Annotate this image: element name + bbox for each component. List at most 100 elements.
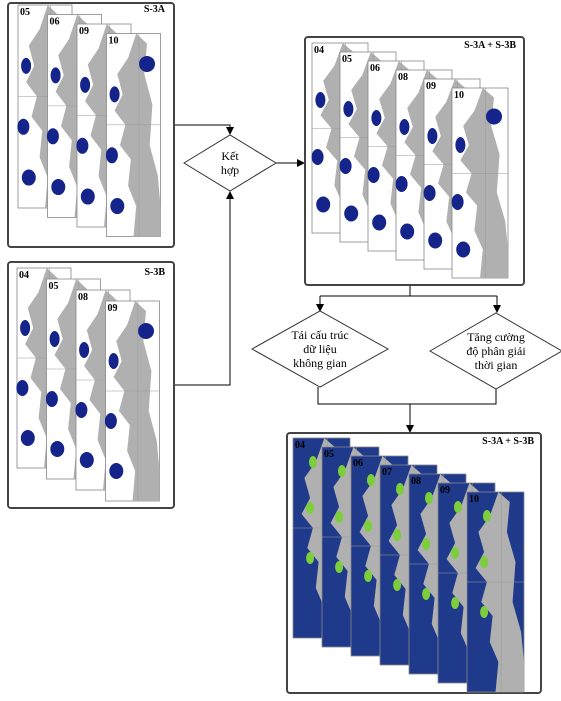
cloud-gap	[17, 118, 30, 135]
cloud-gap	[339, 158, 352, 174]
cloud-gap	[367, 167, 380, 183]
panel: 04 05 06 07 08 09 10 S-3A + S-3B	[286, 432, 542, 694]
arrow	[174, 191, 234, 386]
chl-patch	[335, 511, 344, 523]
map-tile: 09	[104, 300, 160, 502]
chl-patch	[364, 570, 373, 582]
diamond	[250, 310, 390, 388]
cloud-gap	[21, 57, 32, 74]
chl-patch	[366, 474, 375, 486]
cloud-gap	[45, 391, 58, 407]
cloud-gap	[138, 323, 154, 339]
cloud-gap	[344, 205, 359, 222]
tile-label: 05	[324, 449, 334, 460]
node-label: thời gian	[475, 358, 518, 372]
cloud-gap	[79, 452, 94, 468]
panel: 05 06 09 10 S-3A	[7, 2, 175, 248]
tile-label: 05	[342, 54, 352, 65]
diamond	[183, 134, 277, 192]
node-label: Tái cấu trúc	[291, 328, 348, 342]
cloud-gap	[46, 128, 59, 145]
land	[460, 88, 508, 278]
cloud-gap	[50, 67, 61, 84]
cloud-gap	[371, 110, 382, 126]
cloud-gap	[108, 353, 119, 369]
node-label: không gian	[293, 356, 347, 370]
arrow	[174, 124, 234, 135]
cloud-gap	[109, 86, 120, 103]
tile-label: 06	[370, 63, 380, 74]
land	[475, 492, 524, 692]
chl-patch	[335, 561, 344, 573]
cloud-gap	[110, 198, 125, 215]
chl-patch	[395, 483, 404, 495]
cloud-gap	[21, 169, 36, 186]
tile-label: 05	[20, 7, 30, 18]
tile-label: 09	[79, 26, 89, 37]
panel: 04 05 06 08 09 10 S-3A + S-3B	[304, 36, 525, 286]
cloud-gap	[20, 430, 35, 446]
chl-patch	[422, 588, 431, 600]
cloud-gap	[316, 196, 331, 213]
tile-label: 08	[398, 72, 408, 83]
panel-label: S-3A	[144, 4, 166, 15]
panel-label: S-3A + S-3B	[482, 436, 534, 447]
panel: 04 05 08 09 S-3B	[7, 261, 175, 509]
tile-label: 04	[295, 440, 305, 451]
tile-label: 04	[19, 270, 29, 281]
cloud-gap	[49, 331, 60, 347]
cloud-gap	[427, 128, 438, 144]
cloud-gap	[423, 185, 436, 201]
map-tile: 10	[105, 33, 161, 237]
panel-label: S-3B	[144, 267, 165, 278]
cloud-gap	[109, 463, 124, 479]
node-label: hợp	[221, 163, 239, 177]
chl-patch	[308, 456, 317, 468]
tile-label: 08	[78, 292, 88, 303]
cloud-gap	[311, 149, 324, 165]
panel-label: S-3A + S-3B	[464, 40, 516, 51]
cloud-gap	[315, 92, 326, 108]
land	[114, 33, 161, 237]
cloud-gap	[75, 402, 88, 418]
chl-patch	[453, 501, 462, 513]
cloud-gap	[399, 119, 410, 135]
chl-patch	[422, 538, 431, 550]
tile-label: 04	[314, 45, 324, 56]
tile-label: 10	[469, 494, 479, 505]
node-label: dữ liệu	[303, 342, 337, 356]
cloud-gap	[16, 380, 29, 396]
cloud-gap	[343, 101, 354, 117]
chl-patch	[306, 552, 315, 564]
cloud-gap	[80, 188, 95, 205]
cloud-gap	[395, 176, 408, 192]
arrow	[317, 387, 497, 405]
node-label: độ phân giải	[466, 344, 526, 358]
tile-label: 09	[426, 81, 436, 92]
chl-patch	[480, 556, 489, 568]
tile-label: 10	[454, 90, 464, 101]
tile-label: 07	[382, 467, 392, 478]
chl-patch	[451, 597, 460, 609]
cloud-gap	[50, 441, 65, 457]
tile-label: 09	[108, 303, 118, 314]
tile-label: 05	[49, 281, 59, 292]
cloud-gap	[372, 214, 387, 231]
cloud-gap	[105, 147, 118, 164]
tile-label: 08	[411, 476, 421, 487]
content: 05 06 09 10 S-3A 04 05 08 09 S-3B 04 05 06 08 09 10 S-3A…	[7, 2, 561, 694]
connectors	[174, 124, 501, 433]
cloud-gap	[76, 137, 89, 154]
cloud-gap	[104, 413, 117, 429]
node-label: Tăng cường	[467, 330, 525, 344]
chl-patch	[393, 529, 402, 541]
cloud-gap	[79, 342, 90, 358]
tile-label: 06	[353, 458, 363, 469]
chl-patch	[306, 502, 315, 514]
tile-label: 06	[50, 17, 60, 28]
map-tile: 10	[466, 491, 525, 693]
cloud-gap	[51, 179, 66, 196]
